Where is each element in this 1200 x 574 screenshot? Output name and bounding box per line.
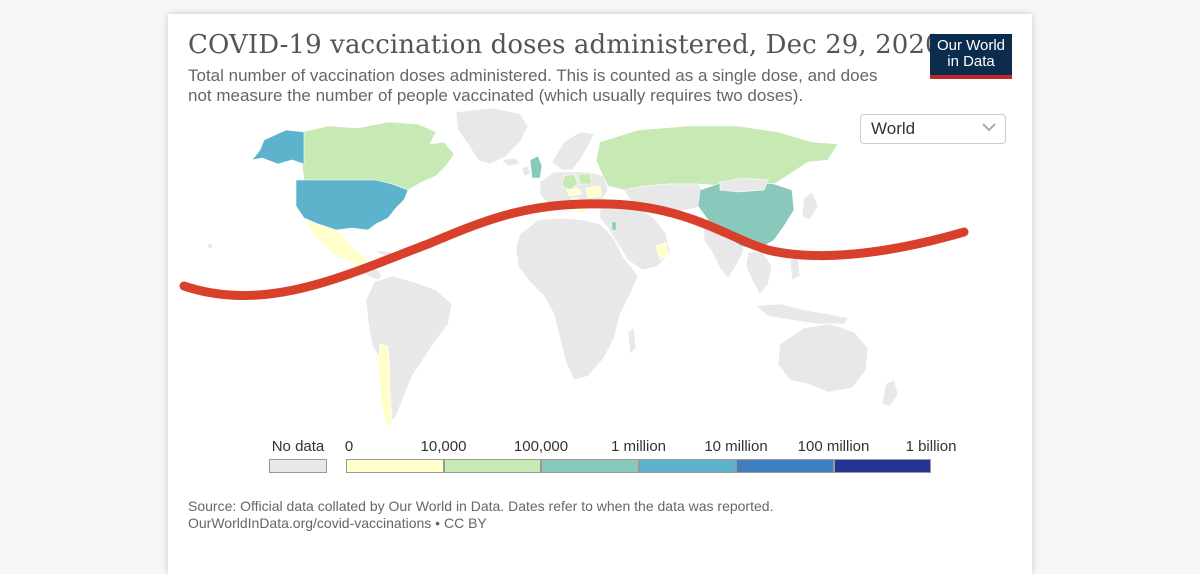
legend-tick-label: 1 million — [610, 438, 667, 455]
country-mongolia[interactable] — [719, 177, 769, 193]
country-hungary[interactable] — [585, 185, 603, 199]
region-south-america[interactable] — [365, 275, 453, 425]
country-australia[interactable] — [777, 323, 869, 393]
legend-bin-swatch[interactable] — [736, 459, 834, 473]
country-ireland[interactable] — [521, 165, 531, 177]
legend-tick-label: 10,000 — [420, 438, 467, 455]
region-indonesia[interactable] — [755, 303, 849, 325]
country-switzerland[interactable] — [565, 187, 583, 197]
region-southeast-asia[interactable] — [745, 251, 773, 295]
country-greenland[interactable] — [455, 107, 529, 165]
legend-bin-swatch[interactable] — [541, 459, 639, 473]
country-new-zealand[interactable] — [881, 379, 899, 407]
legend-bin-swatch[interactable] — [833, 459, 931, 473]
legend-tick-label: 0 — [344, 438, 354, 455]
legend-tick-label: 100 million — [797, 438, 870, 455]
country-iceland[interactable] — [501, 157, 521, 167]
legend-no-data-swatch[interactable] — [269, 459, 327, 473]
chart-source: Source: Official data collated by Our Wo… — [188, 498, 1008, 532]
source-line-2[interactable]: OurWorldInData.org/covid-vaccinations • … — [188, 515, 487, 531]
chart-subtitle: Total number of vaccination doses admini… — [188, 66, 878, 105]
annotation-scribble-core — [181, 201, 967, 298]
region-selector-value: World — [871, 119, 916, 138]
chart-card: COVID-19 vaccination doses administered,… — [168, 14, 1032, 574]
logo-line-2: in Data — [947, 53, 995, 70]
source-line-1: Source: Official data collated by Our Wo… — [188, 498, 774, 514]
region-japan[interactable] — [801, 191, 819, 221]
region-selector[interactable]: World — [860, 114, 1006, 144]
country-israel[interactable] — [611, 221, 617, 231]
owid-logo[interactable]: Our World in Data — [930, 34, 1012, 79]
country-uk[interactable] — [529, 155, 543, 179]
legend-tick-label: 10 million — [704, 438, 768, 455]
country-philippines[interactable] — [789, 257, 801, 281]
country-poland[interactable] — [577, 173, 593, 185]
country-germany[interactable] — [561, 173, 579, 191]
country-oman[interactable] — [655, 241, 669, 261]
chevron-down-icon — [982, 123, 996, 132]
country-chile[interactable] — [377, 343, 393, 427]
country-russia[interactable] — [595, 125, 839, 191]
region-africa[interactable] — [515, 217, 639, 381]
logo-line-1: Our World — [936, 37, 1006, 54]
legend-bin-swatch[interactable] — [346, 459, 444, 473]
hawaii-islands — [208, 244, 212, 248]
legend-no-data-label: No data — [271, 438, 325, 455]
logo-red-bar — [930, 75, 1012, 79]
legend-bin-swatch[interactable] — [443, 459, 541, 473]
region-scandinavia[interactable] — [551, 131, 595, 171]
country-alaska[interactable] — [251, 129, 305, 165]
legend-tick-label: 1 billion — [905, 438, 957, 455]
legend-tick-label: 100,000 — [513, 438, 569, 455]
chart-title: COVID-19 vaccination doses administered,… — [188, 30, 942, 60]
world-map[interactable] — [168, 14, 1032, 454]
country-madagascar[interactable] — [627, 327, 637, 355]
country-usa[interactable] — [295, 179, 409, 231]
legend-bin-swatch[interactable] — [638, 459, 736, 473]
